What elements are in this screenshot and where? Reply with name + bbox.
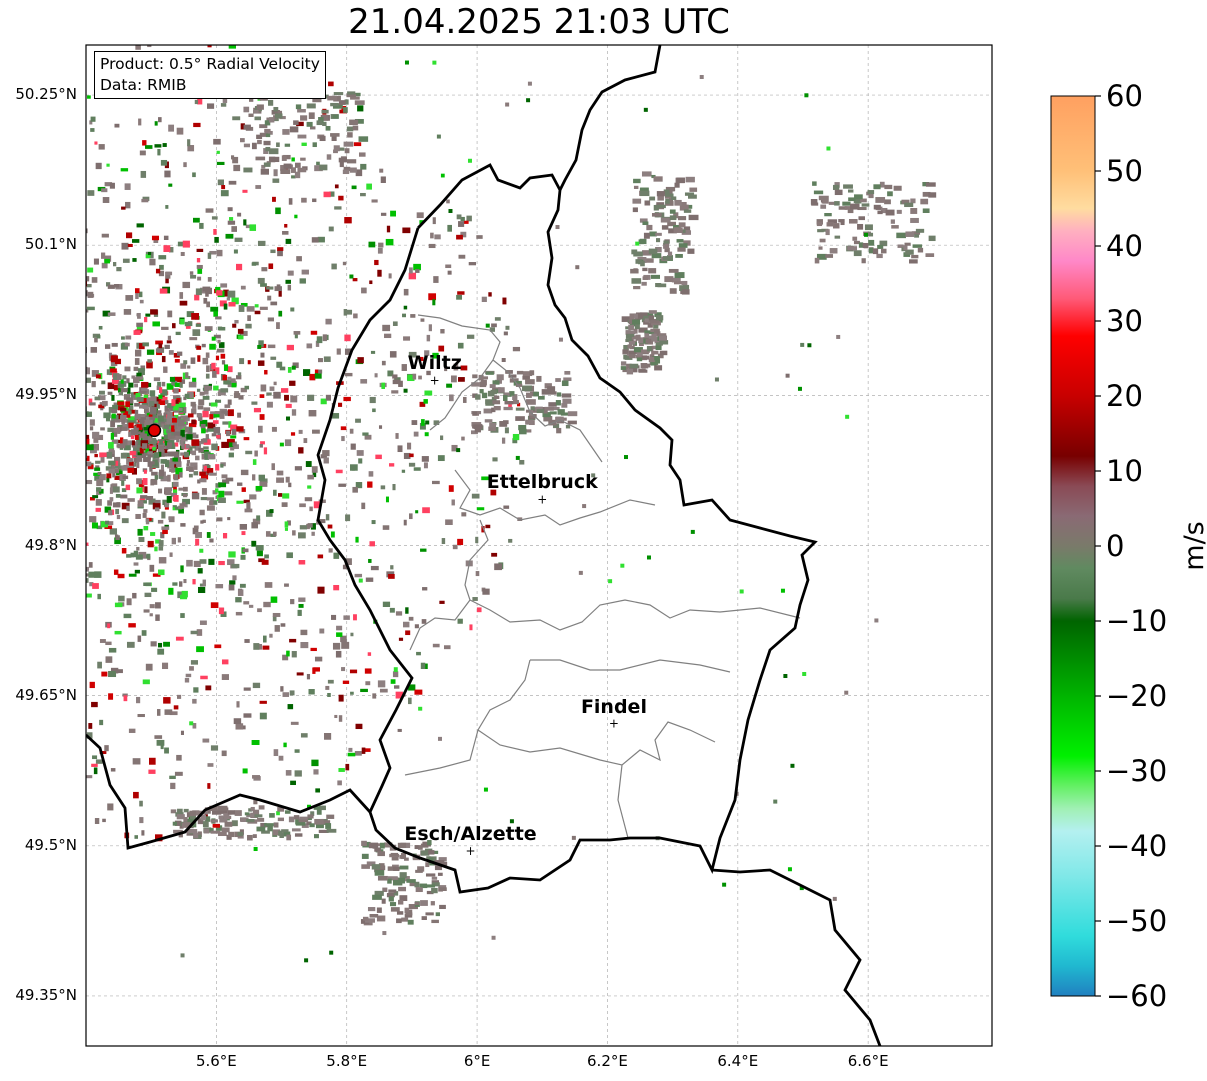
city-marker: + (466, 844, 476, 858)
city-label: Ettelbruck (486, 471, 598, 494)
colorbar-tick-label: 20 (1106, 379, 1143, 413)
city-markers: + + + + (430, 373, 619, 857)
colorbar-tick-label: 50 (1106, 154, 1143, 188)
info-box: Product: 0.5° Radial Velocity Data: RMIB (94, 51, 326, 99)
colorbar-tick-label: −10 (1106, 604, 1168, 638)
country-border-luxembourg (316, 163, 818, 894)
colorbar-tick-label: 30 (1106, 304, 1143, 338)
colorbar-tick-label: −30 (1106, 754, 1168, 788)
colorbar-tick-label: −60 (1106, 979, 1168, 1013)
lat-tick-label: 49.35°N (15, 985, 77, 1004)
lat-tick-label: 49.95°N (15, 385, 77, 404)
map-title: 21.04.2025 21:03 UTC (348, 2, 730, 42)
country-border-germany (558, 45, 882, 1046)
lon-tick-label: 6.2°E (587, 1052, 628, 1070)
city-label: Esch/Alzette (404, 822, 537, 845)
colorbar-tick-label: 40 (1106, 229, 1143, 263)
map-frame (85, 44, 993, 1047)
lat-tick-label: 49.5°N (24, 835, 77, 854)
radar-echoes (86, 45, 937, 963)
lat-tick-label: 49.65°N (15, 685, 77, 704)
colorbar-tick-label: 60 (1106, 79, 1143, 113)
data-source-label: Data: RMIB (100, 76, 187, 94)
colorbar-ticks (1095, 95, 1101, 997)
colorbar-tick-label: −20 (1106, 679, 1168, 713)
colorbar-tick-label: −40 (1106, 829, 1168, 863)
lon-tick-label: 6.6°E (847, 1052, 889, 1070)
lon-tick-label: 5.6°E (195, 1052, 237, 1070)
lon-tick-label: 6.4°E (717, 1052, 759, 1070)
country-border-france-belgium (86, 733, 372, 850)
city-marker: + (537, 492, 547, 506)
lon-tick-label: 5.8°E (326, 1052, 368, 1070)
borders (86, 45, 882, 1046)
city-marker: + (430, 373, 440, 387)
colorbar-unit-label: m/s (1179, 521, 1207, 571)
map-area: + + + + (86, 45, 992, 1046)
canton-boundaries (404, 314, 801, 839)
lat-tick-label: 49.8°N (24, 535, 77, 554)
lat-tick-label: 50.1°N (24, 235, 77, 254)
radar-site-marker (147, 423, 162, 438)
city-label: Findel (580, 695, 647, 718)
colorbar-tick-label: 0 (1106, 529, 1125, 563)
city-label: Wiltz (407, 352, 462, 375)
lon-tick-label: 6°E (463, 1052, 491, 1070)
product-label: Product: 0.5° Radial Velocity (100, 55, 320, 73)
city-marker: + (609, 717, 619, 731)
colorbar-tick-label: −50 (1106, 904, 1168, 938)
lat-tick-label: 50.25°N (15, 85, 77, 104)
colorbar-tick-label: 10 (1106, 454, 1143, 488)
colorbar (1050, 95, 1101, 997)
